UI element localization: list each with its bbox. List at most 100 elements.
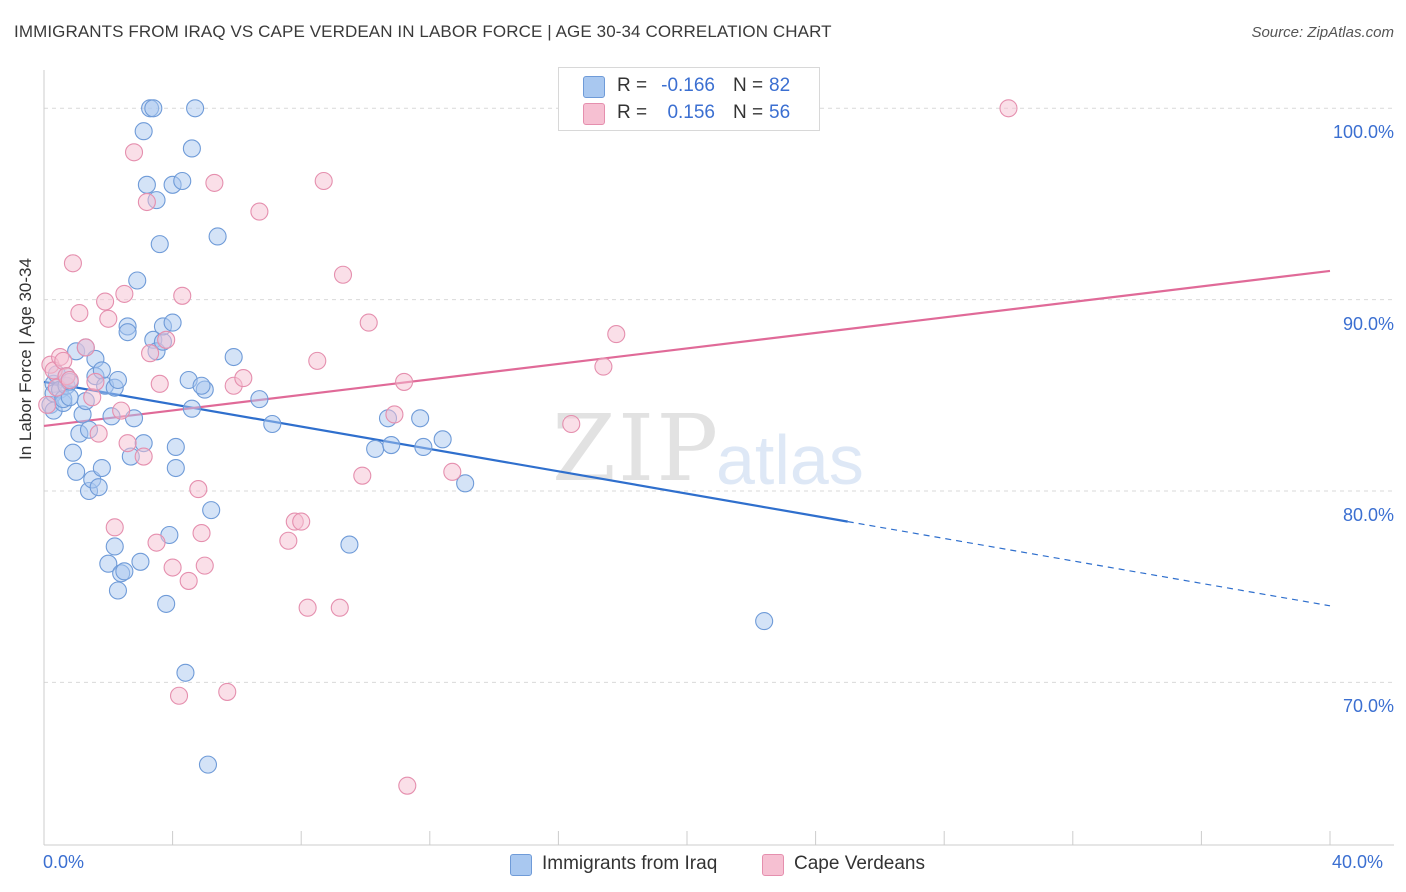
cape-verdean-point	[96, 292, 115, 311]
cape-verdean-point	[99, 309, 118, 328]
iraq-point	[92, 458, 111, 478]
iraq-point	[157, 594, 176, 613]
y-tick-label: 80.0%	[1342, 504, 1394, 525]
cape-verdean-point	[76, 338, 95, 357]
cape-verdean-point	[333, 265, 353, 284]
cape-verdean-point	[137, 192, 156, 212]
cape-verdean-point	[359, 313, 378, 332]
grid-lines	[44, 107, 1394, 683]
iraq-point	[224, 347, 243, 367]
cape-verdean-point	[398, 776, 417, 795]
x-tick-label-max: 40.0%	[1332, 852, 1384, 872]
cape-verdean-point	[86, 372, 105, 391]
iraq-point	[137, 175, 156, 194]
cape-verdean-point	[134, 447, 153, 466]
n-label: N =	[733, 75, 764, 96]
n-label: N =	[733, 102, 764, 123]
cape-verdean-point	[179, 571, 198, 590]
legend-label-cape-verdean: Cape Verdeans	[794, 853, 925, 874]
cape-verdean-point	[330, 598, 349, 617]
iraq-point	[250, 390, 269, 409]
cape-verdean-point	[147, 533, 166, 552]
iraq-point	[186, 99, 205, 118]
iraq-point	[89, 478, 108, 497]
y-tick-label: 70.0%	[1342, 696, 1394, 717]
cape-verdean-point	[157, 330, 176, 349]
r-value: -0.166	[661, 75, 715, 96]
cape-verdean-point	[562, 414, 581, 434]
iraq-point	[182, 139, 201, 158]
cape-verdean-point	[314, 171, 333, 191]
cape-verdean-point	[607, 325, 626, 344]
iraq-point	[108, 370, 127, 390]
r-label: R =	[617, 75, 648, 96]
iraq-point	[382, 436, 401, 455]
iraq-point	[105, 537, 124, 556]
iraq-trend-extension	[847, 521, 1331, 607]
cape-verdean-point	[279, 531, 298, 550]
axes	[43, 70, 1394, 846]
cape-verdean-point	[218, 682, 237, 701]
iraq-point	[144, 99, 163, 118]
watermark-atlas: atlas	[716, 421, 864, 499]
r-value: 0.156	[667, 102, 715, 123]
iraq-point	[166, 458, 185, 478]
cape-verdean-point	[169, 686, 189, 705]
cape-verdean-point	[63, 254, 82, 273]
y-axis-label: In Labor Force | Age 30-34	[16, 258, 35, 460]
iraq-point	[99, 554, 118, 573]
iraq-point	[414, 437, 433, 457]
cape-verdean-point	[105, 518, 124, 537]
n-value: 56	[769, 102, 791, 123]
iraq-point	[456, 474, 475, 493]
cape-verdean-point	[150, 374, 169, 393]
cape-verdean-point	[70, 303, 89, 323]
cape-verdean-point	[385, 405, 404, 424]
cape-verdean-point	[38, 395, 57, 414]
cape-verdean-point	[594, 357, 613, 376]
source-label: Source: ZipAtlas.com	[1251, 24, 1394, 41]
iraq-point	[340, 535, 359, 554]
legend-label-iraq: Immigrants from Iraq	[542, 853, 718, 874]
iraq-point	[433, 430, 452, 449]
iraq-point	[192, 376, 211, 395]
iraq-point	[67, 462, 86, 481]
iraq-point	[163, 313, 182, 332]
cape-verdean-point	[173, 286, 192, 305]
n-value: 82	[769, 75, 791, 96]
cape-verdean-point	[195, 556, 214, 575]
cape-verdean-point	[54, 351, 73, 370]
iraq-point	[63, 443, 82, 462]
iraq-point	[366, 439, 385, 458]
y-tick-label: 100.0%	[1332, 122, 1394, 143]
iraq-point	[128, 271, 147, 290]
cape-verdean-point	[443, 462, 462, 481]
cape-verdean-point	[292, 512, 311, 531]
cape-verdean-point	[112, 401, 131, 420]
cape-verdean-point	[308, 351, 327, 370]
cape-verdean-point	[124, 143, 144, 162]
legend-swatch-cape-verdean	[762, 854, 784, 876]
y-tick-label: 90.0%	[1342, 313, 1394, 334]
iraq-point	[115, 562, 134, 581]
cape-verdean-point	[250, 202, 269, 221]
iraq-point	[118, 323, 137, 342]
cape-verdean-point	[83, 388, 102, 407]
cape-verdean-point	[163, 558, 182, 577]
cape-verdean-point	[353, 466, 372, 485]
iraq-point	[208, 227, 227, 246]
correlation-legend: R = -0.166 N = 82 R = 0.156 N = 56	[558, 67, 820, 131]
cape-verdean-point	[60, 370, 79, 390]
iraq-point	[131, 552, 150, 571]
cape-verdean-point	[189, 480, 208, 499]
data-points	[38, 99, 1018, 795]
cape-verdean-point	[205, 173, 224, 192]
cape-verdean-point	[192, 524, 211, 543]
iraq-point	[755, 612, 774, 631]
iraq-point	[150, 235, 169, 254]
iraq-point	[166, 437, 185, 457]
cape-verdean-point	[115, 284, 134, 303]
legend-swatch-cape-verdean	[583, 103, 605, 125]
iraq-trend-line	[43, 380, 848, 523]
